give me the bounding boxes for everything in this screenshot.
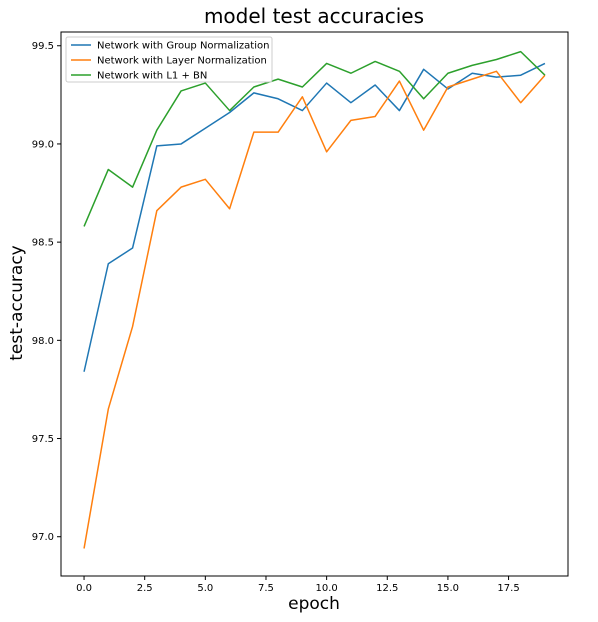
series-lines (83, 50, 546, 549)
x-tick-label: 5.0 (197, 583, 213, 594)
x-tick-label: 10.0 (315, 583, 337, 594)
plot-frame (60, 31, 569, 577)
y-tick-label: 98.0 (32, 336, 54, 347)
y-axis: 97.0 97.5 98.0 98.5 99.0 99.5 (32, 41, 61, 543)
x-tick-label: 7.5 (258, 583, 274, 594)
x-axis-label: epoch (288, 594, 340, 614)
x-tick-label: 12.5 (376, 583, 398, 594)
y-tick-label: 98.5 (32, 238, 54, 249)
x-tick-label: 17.5 (497, 583, 519, 594)
legend-label: Network with L1 + BN (97, 71, 207, 82)
x-tick-label: 0.0 (76, 583, 92, 594)
y-tick-label: 99.5 (32, 41, 54, 52)
y-tick-label: 99.0 (32, 139, 54, 150)
legend-box (65, 36, 273, 83)
x-tick-label: 15.0 (437, 583, 459, 594)
series-line-1 (83, 62, 546, 372)
series-line-2 (83, 70, 546, 549)
legend-label: Network with Group Normalization (97, 41, 269, 52)
x-axis: 0.0 2.5 5.0 7.5 10.0 12.5 15.0 17.5 (76, 576, 520, 594)
series-line-3 (83, 50, 546, 227)
y-tick-label: 97.0 (32, 532, 54, 543)
x-tick-label: 2.5 (137, 583, 153, 594)
legend: Network with Group Normalization Network … (65, 36, 273, 83)
legend-label: Network with Layer Normalization (97, 56, 267, 67)
y-axis-label: test-accuracy (7, 245, 27, 360)
chart-title: model test accuracies (204, 4, 424, 28)
y-tick-label: 97.5 (32, 434, 54, 445)
